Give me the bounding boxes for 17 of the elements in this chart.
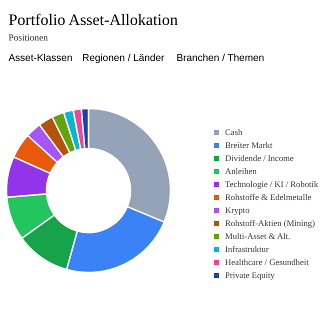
legend-label: Multi-Asset & Alt. — [225, 231, 290, 241]
text: Branchen / Themen — [176, 53, 264, 64]
legend-label: Rohstoff-Aktien (Mining) — [225, 218, 316, 228]
chart-subtitle: Positionen — [8, 34, 48, 44]
text: Asset-Klassen — [8, 53, 72, 64]
legend-label: Krypto — [225, 205, 250, 215]
legend-label: Healthcare / Gesundheit — [225, 257, 309, 267]
legend-label: Infrastruktur — [225, 244, 269, 254]
chart-title: Portfolio Asset-Allokation — [8, 12, 178, 29]
legend-label: Dividende / Income — [225, 153, 294, 163]
legend-label: Private Equity — [225, 270, 275, 280]
legend-label: Anleihen — [225, 166, 257, 176]
legend-label: Technologie / KI / Robotik — [225, 179, 318, 189]
text: Regionen / Länder — [82, 53, 166, 64]
legend-label: Rohstoffe & Edelmetalle — [225, 192, 312, 202]
legend-label: Cash — [225, 127, 244, 137]
legend-label: Breiter Markt — [225, 140, 272, 150]
